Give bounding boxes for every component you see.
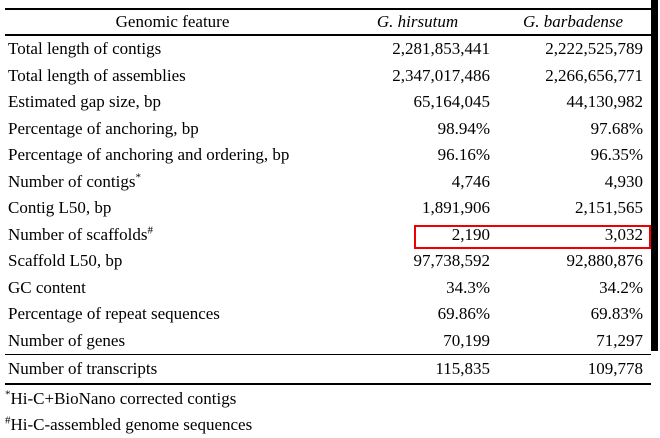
table-row: Percentage of anchoring, bp 98.94% 97.68… xyxy=(5,116,651,143)
hirsutum-value: 96.16% xyxy=(437,145,490,165)
feature-superscript: # xyxy=(147,224,153,237)
hirsutum-value: 69.86% xyxy=(437,304,490,324)
feature-label: Number of contigs xyxy=(8,171,136,191)
barbadense-value: 97.68% xyxy=(590,118,643,138)
feature-cell: Percentage of anchoring and ordering, bp xyxy=(5,142,340,169)
feature-cell: Contig L50, bp xyxy=(5,195,340,222)
column-header-barbadense: G. barbadense xyxy=(495,9,651,36)
feature-cell: Scaffold L50, bp xyxy=(5,248,340,275)
feature-cell: Number of scaffolds# xyxy=(5,222,340,249)
table-row: Scaffold L50, bp 97,738,592 92,880,876 xyxy=(5,248,651,275)
barbadense-value: 96.35% xyxy=(590,145,643,165)
hirsutum-value: 65,164,045 xyxy=(413,92,491,112)
header-row: Genomic feature G. hirsutum G. barbadens… xyxy=(5,9,651,36)
hirsutum-value: 2,281,853,441 xyxy=(392,39,490,59)
table-row: Percentage of anchoring and ordering, bp… xyxy=(5,142,651,169)
footnote-marker: # xyxy=(5,414,11,427)
feature-cell: Percentage of anchoring, bp xyxy=(5,116,340,143)
footnote-text: Hi-C-assembled genome sequences xyxy=(10,415,253,434)
hirsutum-value: 2,347,017,486 xyxy=(392,65,490,85)
right-edge-scan-bar xyxy=(651,0,658,351)
feature-label: Number of genes xyxy=(8,330,126,350)
feature-cell: Estimated gap size, bp xyxy=(5,89,340,116)
feature-cell: Number of transcripts xyxy=(5,354,340,384)
feature-label: Contig L50, bp xyxy=(8,198,112,218)
hirsutum-value: 4,746 xyxy=(451,171,490,191)
feature-label: Percentage of repeat sequences xyxy=(8,304,220,324)
barbadense-value: 92,880,876 xyxy=(566,251,644,271)
barbadense-value: 109,778 xyxy=(495,354,651,384)
hirsutum-value: 34.3% xyxy=(446,277,490,297)
feature-cell: Total length of contigs xyxy=(5,35,340,63)
feature-label: Scaffold L50, bp xyxy=(8,251,123,271)
barbadense-value: 34.2% xyxy=(599,277,643,297)
footnote-marker: * xyxy=(5,388,11,401)
table-row: Total length of contigs 2,281,853,441 2,… xyxy=(5,35,651,63)
feature-label: Number of transcripts xyxy=(8,358,158,378)
hirsutum-value: 2,190 xyxy=(451,224,490,244)
table-row: GC content 34.3% 34.2% xyxy=(5,275,651,302)
feature-label: Percentage of anchoring and ordering, bp xyxy=(8,145,290,165)
barbadense-value: 2,266,656,771 xyxy=(545,65,643,85)
table-row-highlighted: Number of scaffolds# 2,190 3,032 xyxy=(5,222,651,249)
feature-label: Percentage of anchoring, bp xyxy=(8,118,199,138)
hirsutum-value: 70,199 xyxy=(443,330,490,350)
column-header-feature: Genomic feature xyxy=(5,9,340,36)
footnote-hash: #Hi-C-assembled genome sequences xyxy=(5,412,252,438)
table-row: Percentage of repeat sequences 69.86% 69… xyxy=(5,301,651,328)
feature-label: GC content xyxy=(8,277,86,297)
feature-label: Estimated gap size, bp xyxy=(8,92,161,112)
column-header-hirsutum: G. hirsutum xyxy=(340,9,495,36)
table-row: Number of genes 70,199 71,297 xyxy=(5,328,651,355)
table-row: Estimated gap size, bp 65,164,045 44,130… xyxy=(5,89,651,116)
barbadense-value: 4,930 xyxy=(604,171,643,191)
hirsutum-value: 1,891,906 xyxy=(422,198,490,218)
barbadense-value: 3,032 xyxy=(604,224,643,244)
barbadense-value: 71,297 xyxy=(596,330,643,350)
feature-cell: Total length of assemblies xyxy=(5,63,340,90)
feature-label: Total length of contigs xyxy=(8,39,162,59)
feature-cell: Number of contigs* xyxy=(5,169,340,196)
barbadense-value: 2,222,525,789 xyxy=(545,39,643,59)
barbadense-value: 44,130,982 xyxy=(566,92,644,112)
footnote-text: Hi-C+BioNano corrected contigs xyxy=(10,389,237,408)
hirsutum-value: 115,835 xyxy=(340,354,495,384)
footnotes: *Hi-C+BioNano corrected contigs #Hi-C-as… xyxy=(5,386,252,438)
table-row: Number of contigs* 4,746 4,930 xyxy=(5,169,651,196)
barbadense-value: 69.83% xyxy=(590,304,643,324)
table-row: Number of transcripts 115,835 109,778 xyxy=(5,354,651,384)
barbadense-value: 2,151,565 xyxy=(575,198,643,218)
table-row: Total length of assemblies 2,347,017,486… xyxy=(5,63,651,90)
feature-cell: Number of genes xyxy=(5,328,340,355)
hirsutum-value: 98.94% xyxy=(437,118,490,138)
feature-label: Total length of assemblies xyxy=(8,65,186,85)
feature-superscript: * xyxy=(135,171,141,184)
hirsutum-value: 97,738,592 xyxy=(413,251,491,271)
footnote-asterisk: *Hi-C+BioNano corrected contigs xyxy=(5,386,252,412)
feature-cell: Percentage of repeat sequences xyxy=(5,301,340,328)
table-row: Contig L50, bp 1,891,906 2,151,565 xyxy=(5,195,651,222)
genomic-features-table: Genomic feature G. hirsutum G. barbadens… xyxy=(5,8,651,385)
feature-cell: GC content xyxy=(5,275,340,302)
feature-label: Number of scaffolds xyxy=(8,224,148,244)
